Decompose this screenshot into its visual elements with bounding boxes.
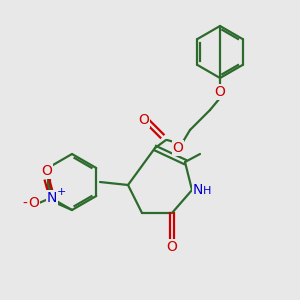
Text: N: N [193,183,203,197]
Text: O: O [42,164,52,178]
Text: O: O [167,240,177,254]
Text: N: N [47,191,57,205]
Text: -: - [22,197,27,211]
Text: +: + [56,187,66,197]
Text: O: O [139,113,149,127]
Text: H: H [203,186,211,196]
Text: O: O [172,141,183,155]
Text: O: O [28,196,39,210]
Text: O: O [214,85,225,99]
